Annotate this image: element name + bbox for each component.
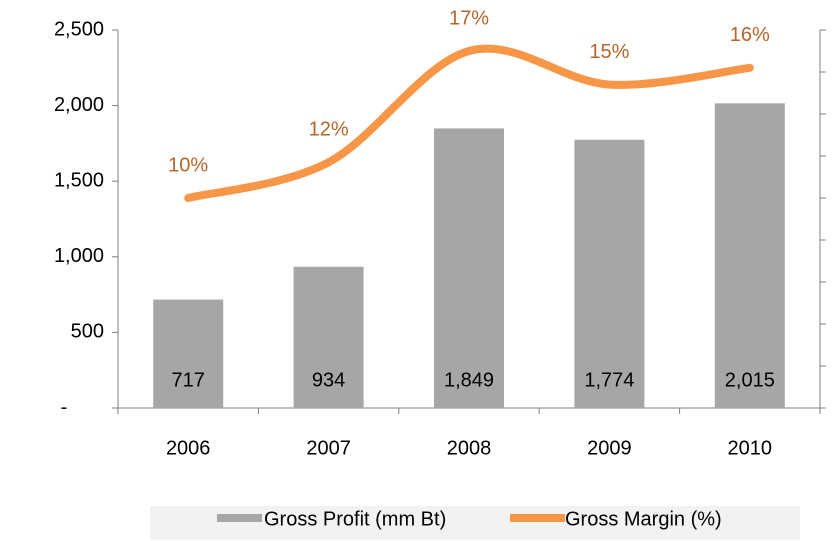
- bar: [434, 128, 504, 408]
- legend-label: Gross Margin (%): [565, 508, 722, 530]
- x-tick-label: 2007: [306, 437, 351, 459]
- legend-box: [150, 506, 800, 540]
- x-tick-label: 2009: [587, 437, 632, 459]
- bar-label: 934: [312, 369, 345, 391]
- bar: [714, 103, 785, 408]
- bar-label: 717: [172, 369, 205, 391]
- bar: [293, 266, 364, 408]
- line-label: 12%: [309, 119, 349, 141]
- line-label: 15%: [589, 41, 629, 63]
- line: [184, 44, 754, 202]
- line-label: 10%: [168, 154, 208, 176]
- legend-swatch: [217, 514, 262, 522]
- line-label: 17%: [449, 7, 489, 29]
- bar: [574, 139, 645, 409]
- y-tick-label: 500: [71, 321, 104, 343]
- bar-label: 2,015: [725, 369, 775, 391]
- bar-label: 1,774: [584, 369, 634, 391]
- y-tick-label: 2,000: [54, 94, 104, 116]
- y-tick-label: 2,500: [54, 18, 104, 40]
- x-tick-label: 2008: [447, 437, 492, 459]
- y-tick-label: -: [61, 396, 68, 418]
- x-tick-label: 2006: [166, 437, 211, 459]
- y-tick-label: 1,500: [54, 169, 104, 191]
- bar: [153, 299, 224, 408]
- x-tick-label: 2010: [728, 437, 773, 459]
- legend-label: Gross Profit (mm Bt): [264, 508, 446, 530]
- line-label: 16%: [730, 24, 770, 46]
- bar-label: 1,849: [444, 369, 494, 391]
- y-tick-label: 1,000: [54, 245, 104, 267]
